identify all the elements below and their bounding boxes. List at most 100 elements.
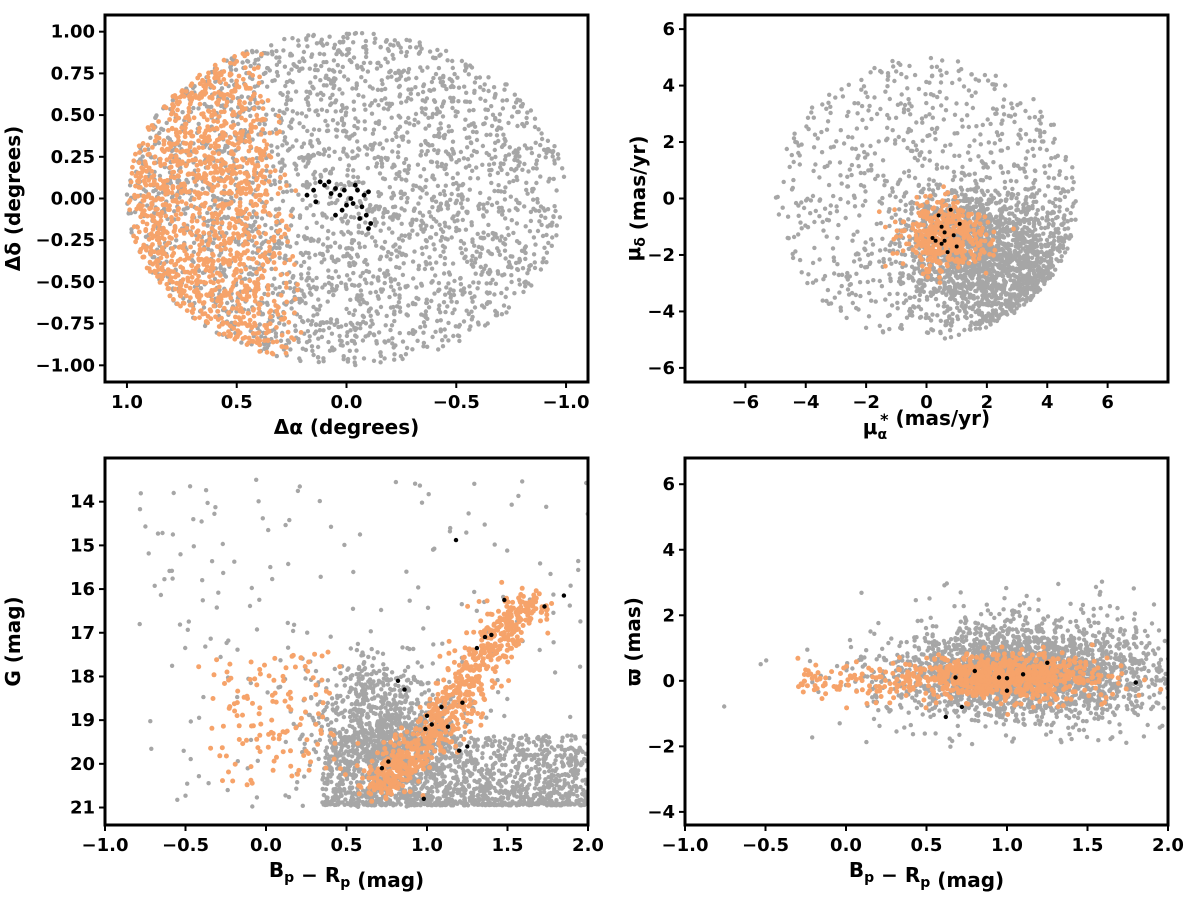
field-star-point — [424, 178, 429, 183]
member-star-point — [156, 267, 161, 272]
field-star-point — [318, 40, 323, 45]
field-star-point — [967, 143, 972, 149]
field-star-point — [313, 329, 319, 334]
field-star-point — [474, 249, 479, 254]
member-star-point — [206, 108, 211, 114]
member-star-point — [210, 214, 216, 220]
member-star-point — [215, 99, 221, 105]
member-star-point — [264, 142, 270, 148]
member-star-point — [229, 216, 235, 222]
field-star-point — [250, 250, 255, 255]
field-star-point — [847, 167, 852, 172]
field-star-point — [837, 290, 842, 295]
field-star-point — [422, 324, 428, 329]
field-star-point — [332, 240, 338, 245]
field-star-point — [831, 193, 836, 199]
field-star-point — [378, 63, 383, 69]
member-star-point — [212, 141, 218, 146]
field-star-point — [425, 148, 430, 154]
field-star-point — [531, 252, 537, 257]
member-star-point — [180, 88, 185, 93]
member-star-point — [266, 211, 272, 216]
field-star-point — [358, 302, 363, 307]
field-star-point — [410, 301, 416, 307]
field-star-point — [188, 197, 193, 203]
field-star-point — [885, 84, 890, 89]
field-star-point — [429, 224, 434, 230]
member-star-point — [226, 262, 232, 267]
field-star-point — [376, 103, 381, 108]
field-star-point — [358, 288, 364, 293]
field-star-point — [393, 242, 398, 247]
field-star-point — [376, 275, 381, 280]
member-star-point — [257, 349, 263, 354]
member-star-point — [179, 199, 185, 205]
field-star-point — [194, 183, 199, 188]
field-star-point — [384, 313, 389, 319]
field-star-point — [311, 153, 317, 158]
field-star-point — [356, 223, 362, 228]
field-star-point — [378, 228, 383, 233]
member-star-point — [227, 224, 233, 230]
field-star-point — [301, 292, 306, 297]
field-star-point — [274, 48, 279, 54]
field-star-point — [913, 143, 919, 148]
member-star-point — [215, 182, 221, 188]
member-star-point — [185, 269, 191, 275]
field-star-point — [960, 124, 965, 129]
field-star-point — [1005, 145, 1011, 151]
field-star-point — [362, 127, 368, 132]
field-star-point — [348, 263, 353, 268]
field-star-point — [380, 214, 386, 220]
field-star-point — [397, 295, 402, 301]
member-star-point — [150, 235, 155, 241]
field-star-point — [299, 263, 304, 268]
member-star-point — [202, 179, 208, 185]
member-star-point — [284, 345, 289, 350]
field-star-point — [196, 106, 201, 111]
field-star-point — [469, 153, 474, 158]
member-star-point — [234, 306, 240, 311]
member-star-point — [140, 141, 146, 146]
member-star-point — [189, 81, 195, 87]
field-star-point — [428, 214, 434, 219]
field-star-point — [425, 344, 430, 349]
field-star-point — [524, 187, 529, 193]
field-star-point — [390, 190, 396, 196]
field-star-point — [357, 245, 363, 250]
member-star-point — [146, 177, 152, 183]
field-star-point — [528, 108, 534, 113]
field-star-point — [415, 338, 420, 343]
field-star-point — [206, 246, 211, 252]
member-star-point — [165, 188, 171, 194]
field-star-point — [308, 203, 313, 208]
field-star-point — [397, 245, 402, 250]
field-star-point — [398, 190, 403, 196]
field-star-point — [297, 121, 302, 126]
field-star-point — [341, 121, 347, 126]
member-star-point — [221, 305, 227, 311]
member-star-point — [164, 202, 170, 208]
field-star-point — [904, 315, 910, 320]
member-star-point — [183, 163, 189, 169]
field-star-point — [403, 352, 409, 357]
field-star-point — [308, 322, 314, 327]
member-star-point — [233, 193, 239, 199]
field-star-point — [381, 211, 386, 216]
field-star-point — [453, 324, 458, 329]
member-star-point — [264, 199, 269, 205]
field-star-point — [283, 101, 289, 107]
member-star-point — [228, 288, 234, 293]
field-star-point — [364, 50, 369, 55]
field-star-point — [370, 143, 375, 149]
member-star-point — [138, 247, 144, 252]
field-star-point — [430, 279, 435, 284]
field-star-point — [387, 215, 393, 220]
field-star-point — [332, 42, 338, 47]
field-star-point — [515, 267, 521, 273]
member-star-point — [194, 236, 200, 242]
field-star-point — [372, 217, 377, 222]
member-star-point — [151, 125, 157, 131]
member-star-point — [218, 109, 224, 115]
member-star-point — [169, 215, 174, 220]
